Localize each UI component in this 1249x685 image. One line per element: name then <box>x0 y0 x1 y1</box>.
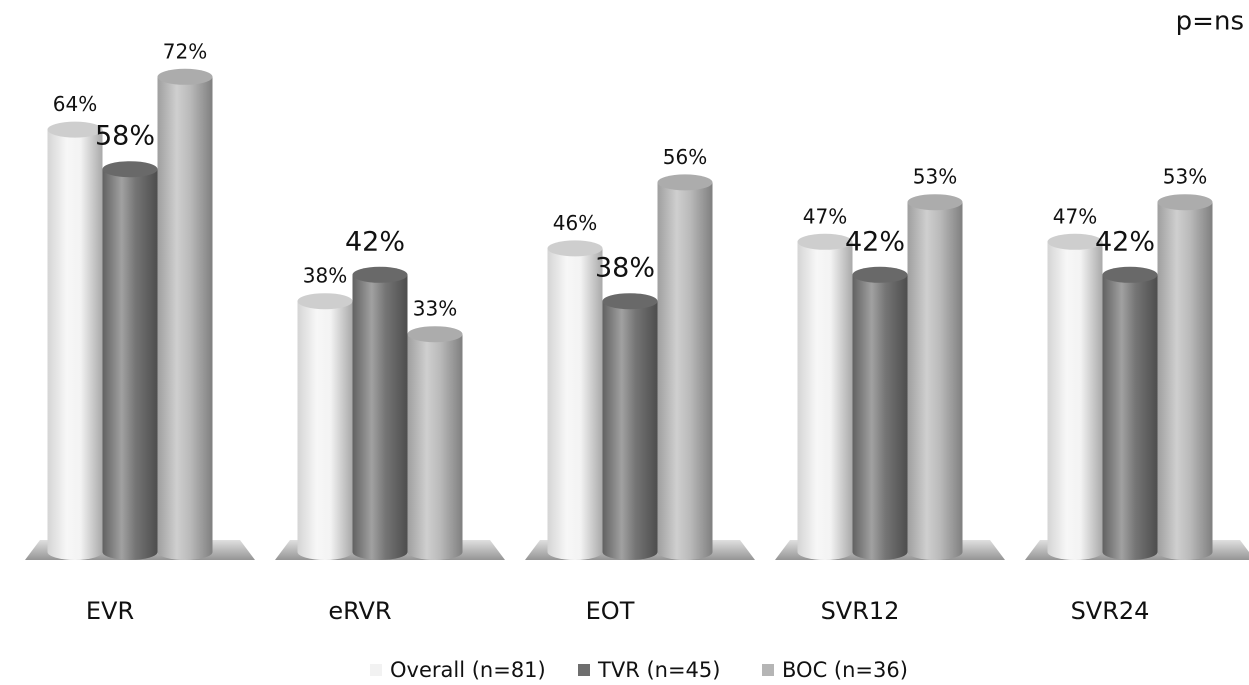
bar <box>1047 233 1103 561</box>
x-tick-label: SVR24 <box>1071 597 1150 625</box>
x-tick-label: eRVR <box>328 597 391 625</box>
data-label: 46% <box>553 211 597 235</box>
data-label: 42% <box>1095 226 1155 257</box>
legend-label: BOC (n=36) <box>782 658 908 682</box>
bar <box>47 121 103 560</box>
data-label: 56% <box>663 145 707 169</box>
x-tick-label: EOT <box>586 597 635 625</box>
bar <box>1102 266 1158 560</box>
data-label: 42% <box>345 226 405 257</box>
bar <box>907 194 963 560</box>
bar <box>352 266 408 560</box>
data-label: 58% <box>95 121 155 152</box>
bar <box>852 266 908 560</box>
legend-label: TVR (n=45) <box>597 658 720 682</box>
data-label: 72% <box>163 39 207 63</box>
legend: Overall (n=81) TVR (n=45) BOC (n=36) <box>370 658 908 682</box>
data-label: 53% <box>1163 165 1207 189</box>
data-label: 33% <box>413 297 457 321</box>
bar <box>657 174 713 560</box>
data-label: 38% <box>595 253 655 284</box>
bar <box>407 326 463 560</box>
data-label: 42% <box>845 226 905 257</box>
bar <box>797 233 853 560</box>
bar <box>297 293 353 560</box>
legend-swatch <box>762 664 774 676</box>
legend-label: Overall (n=81) <box>390 658 546 682</box>
data-label: 47% <box>1053 204 1097 228</box>
bar <box>602 293 658 560</box>
bar <box>157 68 213 561</box>
bar <box>1157 194 1213 560</box>
annotation: p=ns <box>1176 7 1244 37</box>
data-label: 38% <box>303 264 347 288</box>
legend-swatch <box>370 664 382 676</box>
data-label: 47% <box>803 204 847 228</box>
data-label: 53% <box>913 165 957 189</box>
bar <box>547 240 603 560</box>
x-tick-label: EVR <box>86 597 134 625</box>
bar <box>102 161 158 560</box>
legend-swatch <box>578 664 590 676</box>
data-label: 64% <box>53 92 97 116</box>
x-tick-label: SVR12 <box>821 597 900 625</box>
